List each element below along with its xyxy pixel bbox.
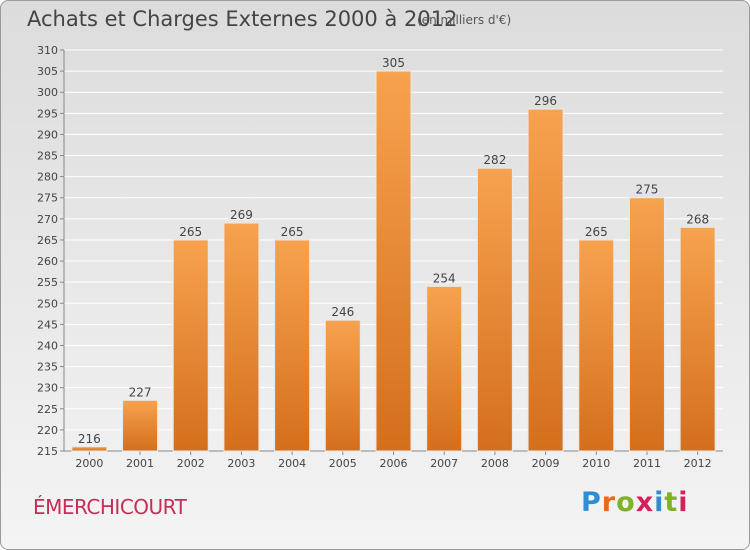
logo-letter: x bbox=[635, 487, 655, 518]
bar-2011 bbox=[628, 197, 665, 452]
proxiti-logo[interactable]: Proxiti bbox=[581, 487, 689, 518]
value-label-2001: 227 bbox=[129, 385, 152, 399]
y-tick-label: 275 bbox=[37, 192, 58, 205]
x-tick-label-2001: 2001 bbox=[126, 457, 154, 470]
x-tick-label-2000: 2000 bbox=[75, 457, 103, 470]
y-tick-label: 300 bbox=[37, 86, 58, 99]
x-tick-label-2009: 2009 bbox=[532, 457, 560, 470]
y-tick-label: 215 bbox=[37, 445, 58, 458]
logo-letter: i bbox=[678, 487, 689, 518]
x-tick-label-2004: 2004 bbox=[278, 457, 306, 470]
y-tick-label: 235 bbox=[37, 361, 58, 374]
bar-2012 bbox=[679, 226, 716, 452]
value-label-2006: 305 bbox=[382, 56, 405, 70]
logo-letter: r bbox=[601, 487, 617, 518]
logo-letter: t bbox=[664, 487, 679, 518]
x-tick-label-2002: 2002 bbox=[177, 457, 205, 470]
bar-2007 bbox=[426, 285, 463, 452]
logo-letter: i bbox=[654, 487, 665, 518]
value-label-2005: 246 bbox=[331, 305, 354, 319]
value-label-2007: 254 bbox=[433, 271, 456, 285]
labels: 215 220 225 230 235 240 245 250 255 260 265 270 275 2… bbox=[37, 44, 712, 470]
y-tick-label: 250 bbox=[37, 297, 58, 310]
x-tick-label-2007: 2007 bbox=[430, 457, 458, 470]
x-tick-label-2011: 2011 bbox=[633, 457, 661, 470]
logo-letter: o bbox=[616, 487, 636, 518]
x-tick-label-2008: 2008 bbox=[481, 457, 509, 470]
value-label-2010: 265 bbox=[585, 225, 608, 239]
y-tick-label: 290 bbox=[37, 128, 58, 141]
y-tick-label: 240 bbox=[37, 339, 58, 352]
y-tick-label: 305 bbox=[37, 65, 58, 78]
y-tick-label: 280 bbox=[37, 171, 58, 184]
value-label-2002: 265 bbox=[179, 225, 202, 239]
place-name: ÉMERCHICOURT bbox=[33, 495, 187, 519]
value-label-2009: 296 bbox=[534, 94, 557, 108]
logo-letter: P bbox=[581, 487, 602, 518]
y-tick-label: 255 bbox=[37, 276, 58, 289]
bar-2005 bbox=[324, 319, 361, 452]
x-tick-label-2010: 2010 bbox=[582, 457, 610, 470]
bar-2000 bbox=[71, 446, 108, 452]
chart-subtitle: (en milliers d'€) bbox=[417, 13, 512, 27]
bar-2006 bbox=[375, 70, 412, 452]
y-tick-label: 310 bbox=[37, 44, 58, 57]
bar-2010 bbox=[578, 239, 615, 452]
y-tick-label: 285 bbox=[37, 150, 58, 163]
bar-2002 bbox=[172, 239, 209, 452]
y-tick-label: 260 bbox=[37, 255, 58, 268]
y-tick-label: 245 bbox=[37, 318, 58, 331]
x-tick-label-2005: 2005 bbox=[329, 457, 357, 470]
y-tick-label: 270 bbox=[37, 213, 58, 226]
value-label-2000: 216 bbox=[78, 432, 101, 446]
bar-2009 bbox=[527, 108, 564, 452]
y-tick-label: 265 bbox=[37, 234, 58, 247]
bar-2008 bbox=[476, 167, 513, 452]
value-label-2003: 269 bbox=[230, 208, 253, 222]
value-label-2011: 275 bbox=[636, 183, 659, 197]
chart-title: Achats et Charges Externes 2000 à 2012 bbox=[27, 7, 458, 31]
y-tick-label: 225 bbox=[37, 403, 58, 416]
value-label-2012: 268 bbox=[686, 212, 709, 226]
y-tick-label: 230 bbox=[37, 382, 58, 395]
value-label-2008: 282 bbox=[483, 153, 506, 167]
x-tick-label-2006: 2006 bbox=[380, 457, 408, 470]
x-tick-label-2003: 2003 bbox=[227, 457, 255, 470]
bar-2001 bbox=[122, 399, 159, 452]
value-label-2004: 265 bbox=[281, 225, 304, 239]
x-tick-label-2012: 2012 bbox=[684, 457, 712, 470]
bar-2004 bbox=[274, 239, 311, 452]
bar-2003 bbox=[223, 222, 260, 452]
y-tick-label: 295 bbox=[37, 107, 58, 120]
y-tick-label: 220 bbox=[37, 424, 58, 437]
bars bbox=[71, 70, 716, 452]
